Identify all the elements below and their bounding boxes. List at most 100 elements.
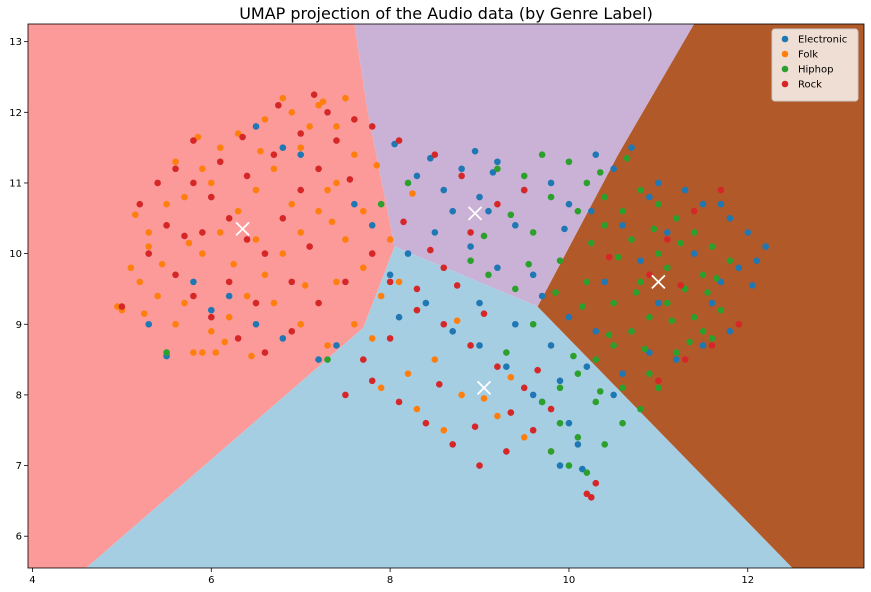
point-folk (458, 391, 465, 399)
point-rock (646, 271, 653, 279)
point-folk (386, 236, 394, 243)
point-hiphop (641, 345, 649, 353)
point-electronic (431, 229, 439, 236)
point-hiphop (507, 211, 515, 219)
point-folk (136, 278, 144, 286)
point-rock (368, 123, 376, 130)
point-hiphop (511, 285, 519, 293)
point-rock (225, 214, 233, 222)
point-folk (131, 211, 139, 219)
point-electronic (699, 342, 707, 349)
point-folk (207, 179, 215, 187)
point-rock (243, 236, 251, 243)
point-electronic (252, 123, 260, 130)
point-rock (359, 356, 367, 363)
point-hiphop (717, 306, 725, 314)
point-electronic (471, 147, 479, 155)
point-rock (520, 186, 528, 194)
point-hiphop (538, 151, 546, 159)
point-electronic (748, 282, 756, 289)
point-electronic (145, 320, 153, 328)
point-folk (158, 260, 166, 268)
y-tick-label: 12 (9, 108, 22, 119)
point-rock (199, 229, 206, 236)
point-hiphop (713, 275, 720, 282)
legend-marker-hiphop (781, 65, 789, 73)
centroid-marker (651, 274, 666, 290)
point-rock (333, 137, 340, 144)
point-rock (181, 232, 188, 240)
point-electronic (494, 158, 501, 166)
point-electronic (556, 377, 564, 385)
point-rock (507, 409, 515, 416)
point-folk (324, 186, 331, 194)
point-rock (225, 278, 233, 286)
point-electronic (592, 328, 600, 335)
point-hiphop (480, 232, 488, 240)
point-folk (507, 373, 515, 381)
point-folk (288, 109, 296, 116)
point-rock (342, 391, 349, 399)
point-hiphop (614, 253, 622, 261)
point-hiphop (529, 320, 537, 328)
point-folk (207, 328, 215, 335)
point-hiphop (579, 303, 586, 310)
point-hiphop (610, 342, 617, 349)
y-tick-label: 6 (16, 532, 22, 543)
point-hiphop (520, 172, 528, 180)
cluster-centroids (235, 206, 666, 395)
point-rock (172, 165, 179, 173)
point-folk (279, 250, 287, 257)
point-rock (520, 384, 528, 392)
point-electronic (422, 299, 430, 307)
point-hiphop (619, 207, 626, 215)
point-hiphop (632, 289, 640, 296)
point-rock (270, 151, 278, 159)
point-folk (395, 278, 403, 286)
point-folk (359, 207, 367, 215)
point-hiphop (663, 299, 671, 307)
point-rock (435, 381, 443, 388)
point-folk (342, 94, 349, 102)
point-folk (199, 165, 206, 173)
point-electronic (726, 328, 734, 335)
point-hiphop (672, 214, 680, 222)
point-electronic (610, 165, 617, 173)
point-hiphop (404, 179, 412, 187)
point-rock (297, 186, 305, 194)
point-folk (181, 299, 188, 307)
point-electronic (386, 271, 394, 279)
point-rock (413, 285, 421, 293)
point-rock (243, 172, 251, 180)
point-electronic (753, 257, 761, 264)
point-hiphop (503, 349, 510, 356)
point-hiphop (574, 207, 582, 215)
point-hiphop (655, 384, 662, 392)
point-electronic (252, 320, 260, 328)
point-folk (261, 271, 269, 279)
point-rock (136, 200, 144, 208)
point-hiphop (601, 193, 609, 201)
point-rock (681, 356, 689, 363)
point-hiphop (699, 271, 707, 279)
point-electronic (485, 207, 492, 215)
point-folk (409, 190, 416, 197)
point-rock (395, 137, 403, 144)
legend: Electronic Folk Hiphop Rock (771, 28, 859, 102)
point-rock (279, 214, 287, 222)
point-folk (221, 338, 229, 346)
legend-marker-folk (781, 50, 789, 58)
point-electronic (637, 257, 644, 264)
point-folk (342, 236, 349, 243)
x-tick-label: 10 (563, 575, 576, 586)
point-folk (270, 165, 278, 173)
point-rock (315, 165, 322, 173)
point-rock (453, 282, 461, 289)
point-electronic (565, 313, 573, 321)
point-hiphop (619, 384, 626, 392)
point-hiphop (605, 331, 613, 339)
point-rock (190, 292, 197, 300)
point-folk (194, 133, 202, 141)
point-electronic (699, 200, 707, 208)
point-electronic (717, 200, 725, 208)
